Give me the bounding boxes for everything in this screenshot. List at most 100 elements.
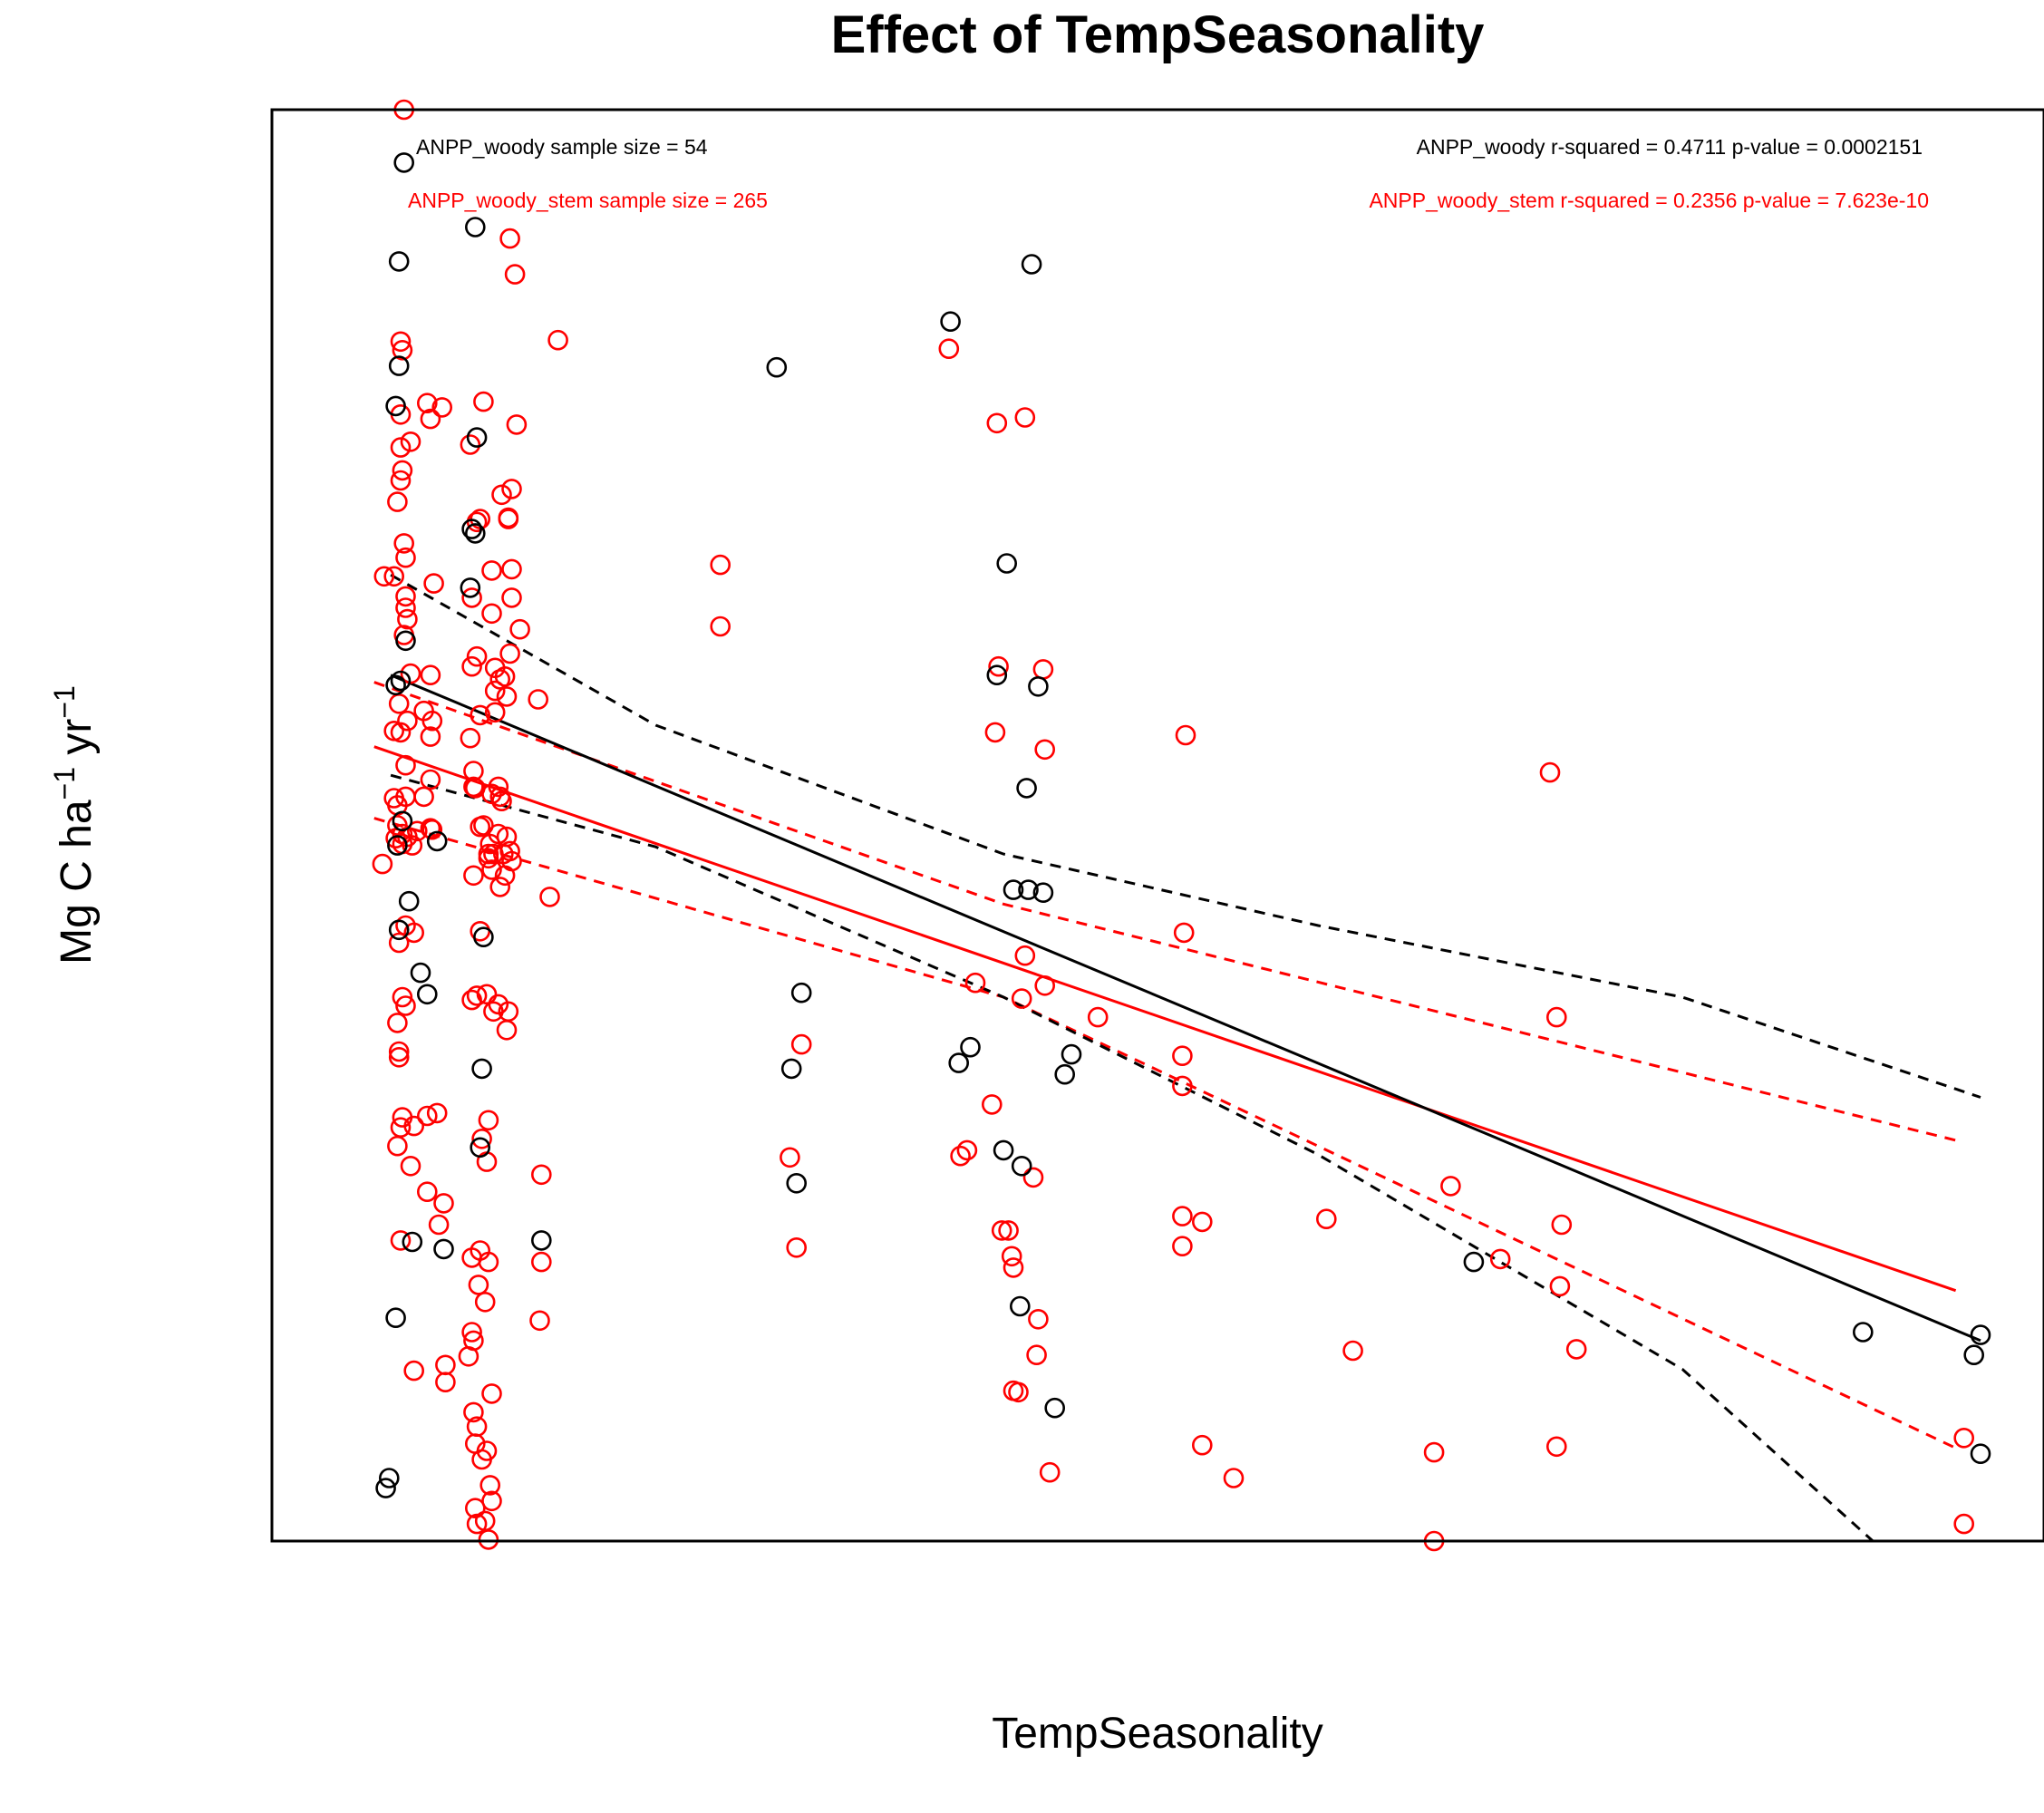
anpp-woody-point	[464, 523, 486, 544]
anpp-woody-stem-point	[1423, 1441, 1445, 1463]
anpp-woody-stem-point	[395, 597, 416, 618]
anpp-woody-stem-point	[489, 669, 511, 690]
anpp-woody-stem-point	[372, 853, 393, 875]
anpp-woody-stem-point	[416, 1181, 438, 1202]
anpp-woody-stem-point	[498, 509, 519, 529]
anpp-woody-stem-point	[499, 643, 520, 664]
anpp-woody-stem-point	[395, 995, 416, 1016]
anpp-woody-stem-point	[1565, 1339, 1587, 1360]
anpp-woody-stem-point	[461, 587, 482, 608]
y-axis-label: Mg C ha−1 yr−1	[48, 685, 101, 965]
anpp-woody-stem-point	[390, 1230, 412, 1251]
anpp-woody-stem-point	[421, 819, 443, 840]
anpp-woody-stem-point	[387, 1135, 408, 1157]
anpp-woody-point	[1028, 675, 1049, 697]
anpp-woody-point	[1016, 778, 1037, 799]
anpp-woody-point	[385, 1307, 406, 1328]
anpp-woody-stem-point	[473, 391, 494, 412]
anpp-woody-stem-point	[397, 608, 418, 630]
anpp-woody-stem-point	[395, 754, 416, 776]
anpp-woody-stem-point	[478, 1529, 499, 1550]
anpp-woody-stem-point	[484, 702, 506, 723]
anpp-woody-point	[948, 1052, 969, 1073]
anpp-woody-point	[433, 1238, 454, 1260]
anpp-woody-stem-point	[529, 1310, 550, 1332]
anpp-woody-point	[388, 919, 410, 941]
anpp-woody-stem-point	[547, 329, 568, 351]
anpp-woody-stem-point	[1549, 1275, 1571, 1297]
anpp-woody-point	[1032, 882, 1054, 904]
anpp-woody-stem-point	[1039, 1461, 1061, 1483]
anpp-woody-point	[1963, 1344, 1984, 1365]
anpp-woody-point	[1970, 1443, 1991, 1464]
anpp-woody-stem-point	[373, 566, 395, 587]
anpp-woody-stem-point	[1087, 1006, 1109, 1028]
anpp-woody-stem-point	[421, 710, 443, 732]
anpp-woody-stem-point	[392, 986, 413, 1008]
anpp-woody-stem-point	[420, 769, 441, 790]
anpp-woody-stem-point	[420, 818, 441, 839]
anpp-woody-stem-point	[481, 1383, 502, 1404]
anpp-woody-stem-point	[710, 616, 731, 637]
anpp-woody-stem-point	[1223, 1468, 1245, 1488]
anpp-woody-stem-point	[478, 1251, 499, 1273]
anpp-woody-stem-point	[416, 1105, 438, 1127]
anpp-woody-point	[392, 810, 413, 832]
anpp-woody-stem-point	[471, 1129, 492, 1149]
anpp-woody-stem-point	[484, 680, 506, 702]
anpp-woody-stem-point	[390, 722, 412, 743]
anpp-woody-stem-point	[496, 826, 518, 848]
anpp-woody-point	[410, 962, 431, 984]
anpp-woody-stem-point	[501, 558, 522, 580]
anpp-woody-stem-point	[390, 437, 412, 458]
anpp-woody-point	[1010, 1295, 1031, 1317]
anpp-woody-point	[786, 1173, 808, 1194]
anpp-woody-stem-point	[474, 1292, 496, 1313]
anpp-woody-point	[402, 1231, 423, 1253]
anpp-woody-stem-point	[496, 686, 518, 707]
anpp-woody-stem-point	[403, 1115, 425, 1137]
anpp-woody-stem-point	[426, 1102, 448, 1124]
anpp-woody-point	[530, 1230, 552, 1251]
anpp-woody-point	[1061, 1043, 1082, 1065]
y-axis-label-sup1: −1	[48, 767, 81, 800]
anpp-woody-stem-point	[461, 655, 482, 677]
anpp-woody-point	[1021, 254, 1042, 275]
anpp-woody-stem-point	[1034, 975, 1055, 996]
anpp-woody-stem-point	[478, 1110, 499, 1131]
anpp-woody-stem-point	[460, 727, 481, 749]
anpp-woody-point	[387, 835, 408, 856]
anpp-woody-stem-point	[1192, 1211, 1213, 1233]
anpp-woody-stem-point	[1028, 1309, 1049, 1330]
anpp-woody-stem-point	[1014, 945, 1036, 966]
anpp-woody-stem-point	[476, 984, 498, 1005]
anpp-woody-stem-point	[383, 566, 405, 587]
anpp-woody-stem-point	[1440, 1176, 1461, 1197]
anpp-woody-point	[766, 356, 788, 378]
anpp-woody-stem-point	[499, 840, 520, 862]
anpp-woody-stem-point	[388, 932, 410, 954]
stem-stats-annotation: ANPP_woody_stem r-squared = 0.2356 p-val…	[1369, 189, 1929, 212]
anpp-woody-point	[1054, 1063, 1075, 1085]
anpp-woody-point	[940, 311, 961, 333]
anpp-woody-point	[460, 577, 481, 598]
anpp-woody-stem-point	[461, 1322, 482, 1343]
anpp-woody-point	[1970, 1324, 1991, 1345]
anpp-woody-stem-point	[395, 547, 416, 568]
anpp-woody-point	[385, 674, 406, 696]
plot-frame	[270, 108, 2044, 1543]
anpp-woody-stem-point	[464, 778, 486, 799]
plot-area	[270, 99, 2044, 1552]
anpp-woody-stem-point	[530, 1164, 552, 1186]
anpp-woody-stem-point	[786, 1237, 808, 1258]
anpp-woody-point	[378, 1468, 400, 1488]
anpp-woody-stem-point	[1008, 1382, 1029, 1403]
anpp-woody-stem-point	[1173, 922, 1195, 944]
anpp-woody-point	[470, 1137, 491, 1159]
anpp-woody-stem-point	[1172, 1236, 1193, 1256]
anpp-woody-stem-point	[433, 1193, 454, 1214]
anpp-woody-stem-point	[991, 1220, 1012, 1241]
anpp-woody-point	[393, 152, 415, 173]
anpp-woody-stem-point	[392, 460, 413, 481]
